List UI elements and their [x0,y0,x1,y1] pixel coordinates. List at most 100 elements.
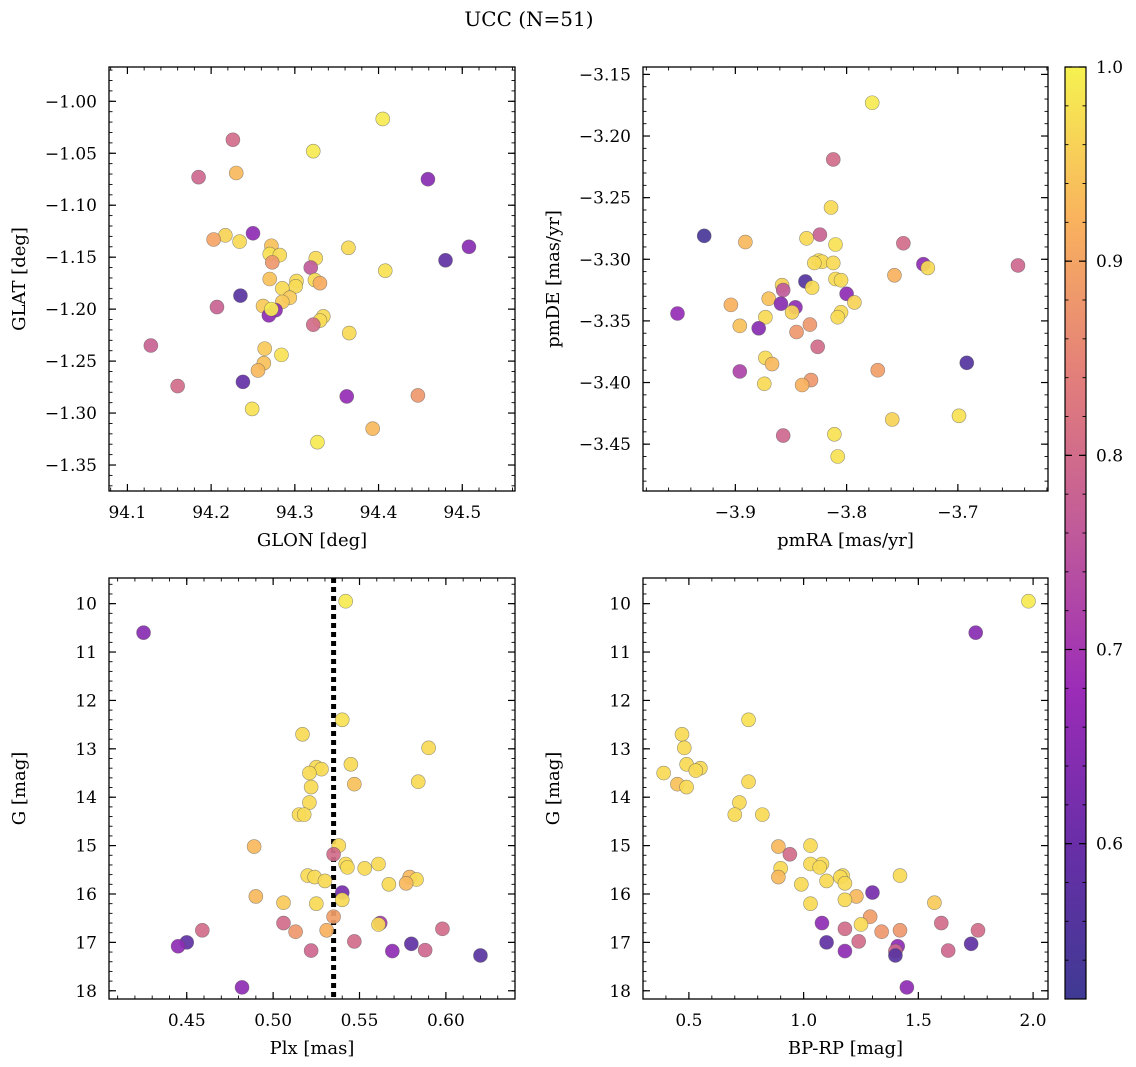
data-point [738,234,753,250]
data-point [784,304,800,320]
x-tick-label: 0.60 [427,1011,465,1031]
y-tick-label: −3.20 [579,127,631,147]
data-point [276,915,291,931]
data-point [404,936,419,952]
data-point [326,909,341,925]
data-point [303,779,319,795]
y-tick-label: 16 [609,885,631,905]
axes-frame [642,577,1049,1000]
y-tick-label: 18 [609,982,631,1002]
data-point [723,297,739,313]
data-point [677,740,692,756]
y-axis-label: G [mag] [9,752,30,825]
data-point [341,240,356,256]
y-axis-label: GLAT [deg] [9,227,30,331]
data-point [837,943,853,959]
data-point [309,896,324,911]
y-axis-label: pmDE [mas/yr] [543,210,564,348]
data-point [303,260,319,275]
x-axis-label: GLON [deg] [257,530,367,551]
y-tick-label: −1.35 [45,456,97,476]
data-point [771,839,786,854]
data-point [274,347,289,363]
colorbar-ticks: 0.6 0.7 0.8 0.9 1.0 [1065,58,1123,1000]
data-point [756,376,772,392]
panel-1: 94.1 94.2 94.3 94.4 94.5 −1.35 −1.30 −1.25 −1.20… [9,66,516,551]
data-point [927,895,942,911]
x-tick-label: 94.2 [192,503,230,523]
data-point [347,776,362,792]
x-tick-label: 94.1 [108,503,146,523]
data-point [310,434,325,450]
x-tick-label: 94.3 [276,503,314,523]
data-point [656,765,671,781]
data-point [758,309,773,325]
y-tick-label: 10 [75,595,97,615]
axes-frame [642,66,1049,492]
data-point [209,299,225,315]
data-point [688,763,704,778]
data-point [828,237,843,252]
data-point [830,309,846,325]
data-point [343,757,359,772]
data-point [228,165,244,181]
data-point [963,936,979,952]
axes-frame [108,577,516,1000]
data-point [920,260,936,276]
data-point [865,885,880,900]
x-tick-label: 94.5 [443,503,481,523]
panel-3: 0.45 0.50 0.55 0.60 10 11 12 13 14 15 16 17 18 Plx [m… [9,577,516,1059]
data-point [194,922,210,938]
data-point [851,934,866,949]
data-point [244,401,260,417]
data-point [421,740,436,756]
y-axis-label: G [mag] [543,752,564,825]
data-point [398,876,414,891]
data-point [775,428,791,443]
x-axis-label: pmRA [mas/yr] [777,530,914,551]
data-point [262,271,278,287]
colorbar: 0.6 0.7 0.8 0.9 1.0 [1064,58,1123,1000]
data-point [170,378,185,394]
colorbar-tick-label: 0.7 [1096,641,1123,661]
data-point [233,288,248,303]
y-tick-label: 13 [75,740,97,760]
data-point [761,291,777,307]
data-point [136,625,151,640]
data-point [771,869,786,885]
data-point [670,306,685,321]
data-point [825,152,841,167]
colorbar-tick-label: 0.9 [1096,252,1123,272]
y-tick-label: −3.30 [579,250,631,270]
x-tick-label: 0.5 [675,1011,702,1031]
y-tick-label: −1.00 [45,92,97,112]
data-point [959,355,975,371]
y-tick-label: 11 [609,643,631,663]
data-point [810,339,825,355]
data-point [830,449,846,464]
data-point [827,427,842,442]
data-point [837,876,853,891]
y-tick-label: 14 [75,788,97,808]
data-point [968,625,984,640]
data-point [305,143,321,159]
data-point [837,892,853,908]
data-point [896,235,911,251]
data-point [410,774,426,790]
data-point [296,807,312,822]
data-point [246,839,262,854]
y-tick-label: −1.25 [45,352,97,372]
data-point [892,922,908,938]
data-point [853,917,869,932]
axes-frame [108,66,516,492]
data-point [727,807,743,822]
data-point [825,255,841,271]
data-point [473,948,488,963]
y-tick-label: −3.45 [579,435,631,455]
data-point [191,169,206,185]
data-point [755,807,770,822]
x-tick-label: 2.0 [1020,1011,1047,1031]
data-point [1010,258,1026,273]
y-tick-label: −1.05 [45,144,97,164]
